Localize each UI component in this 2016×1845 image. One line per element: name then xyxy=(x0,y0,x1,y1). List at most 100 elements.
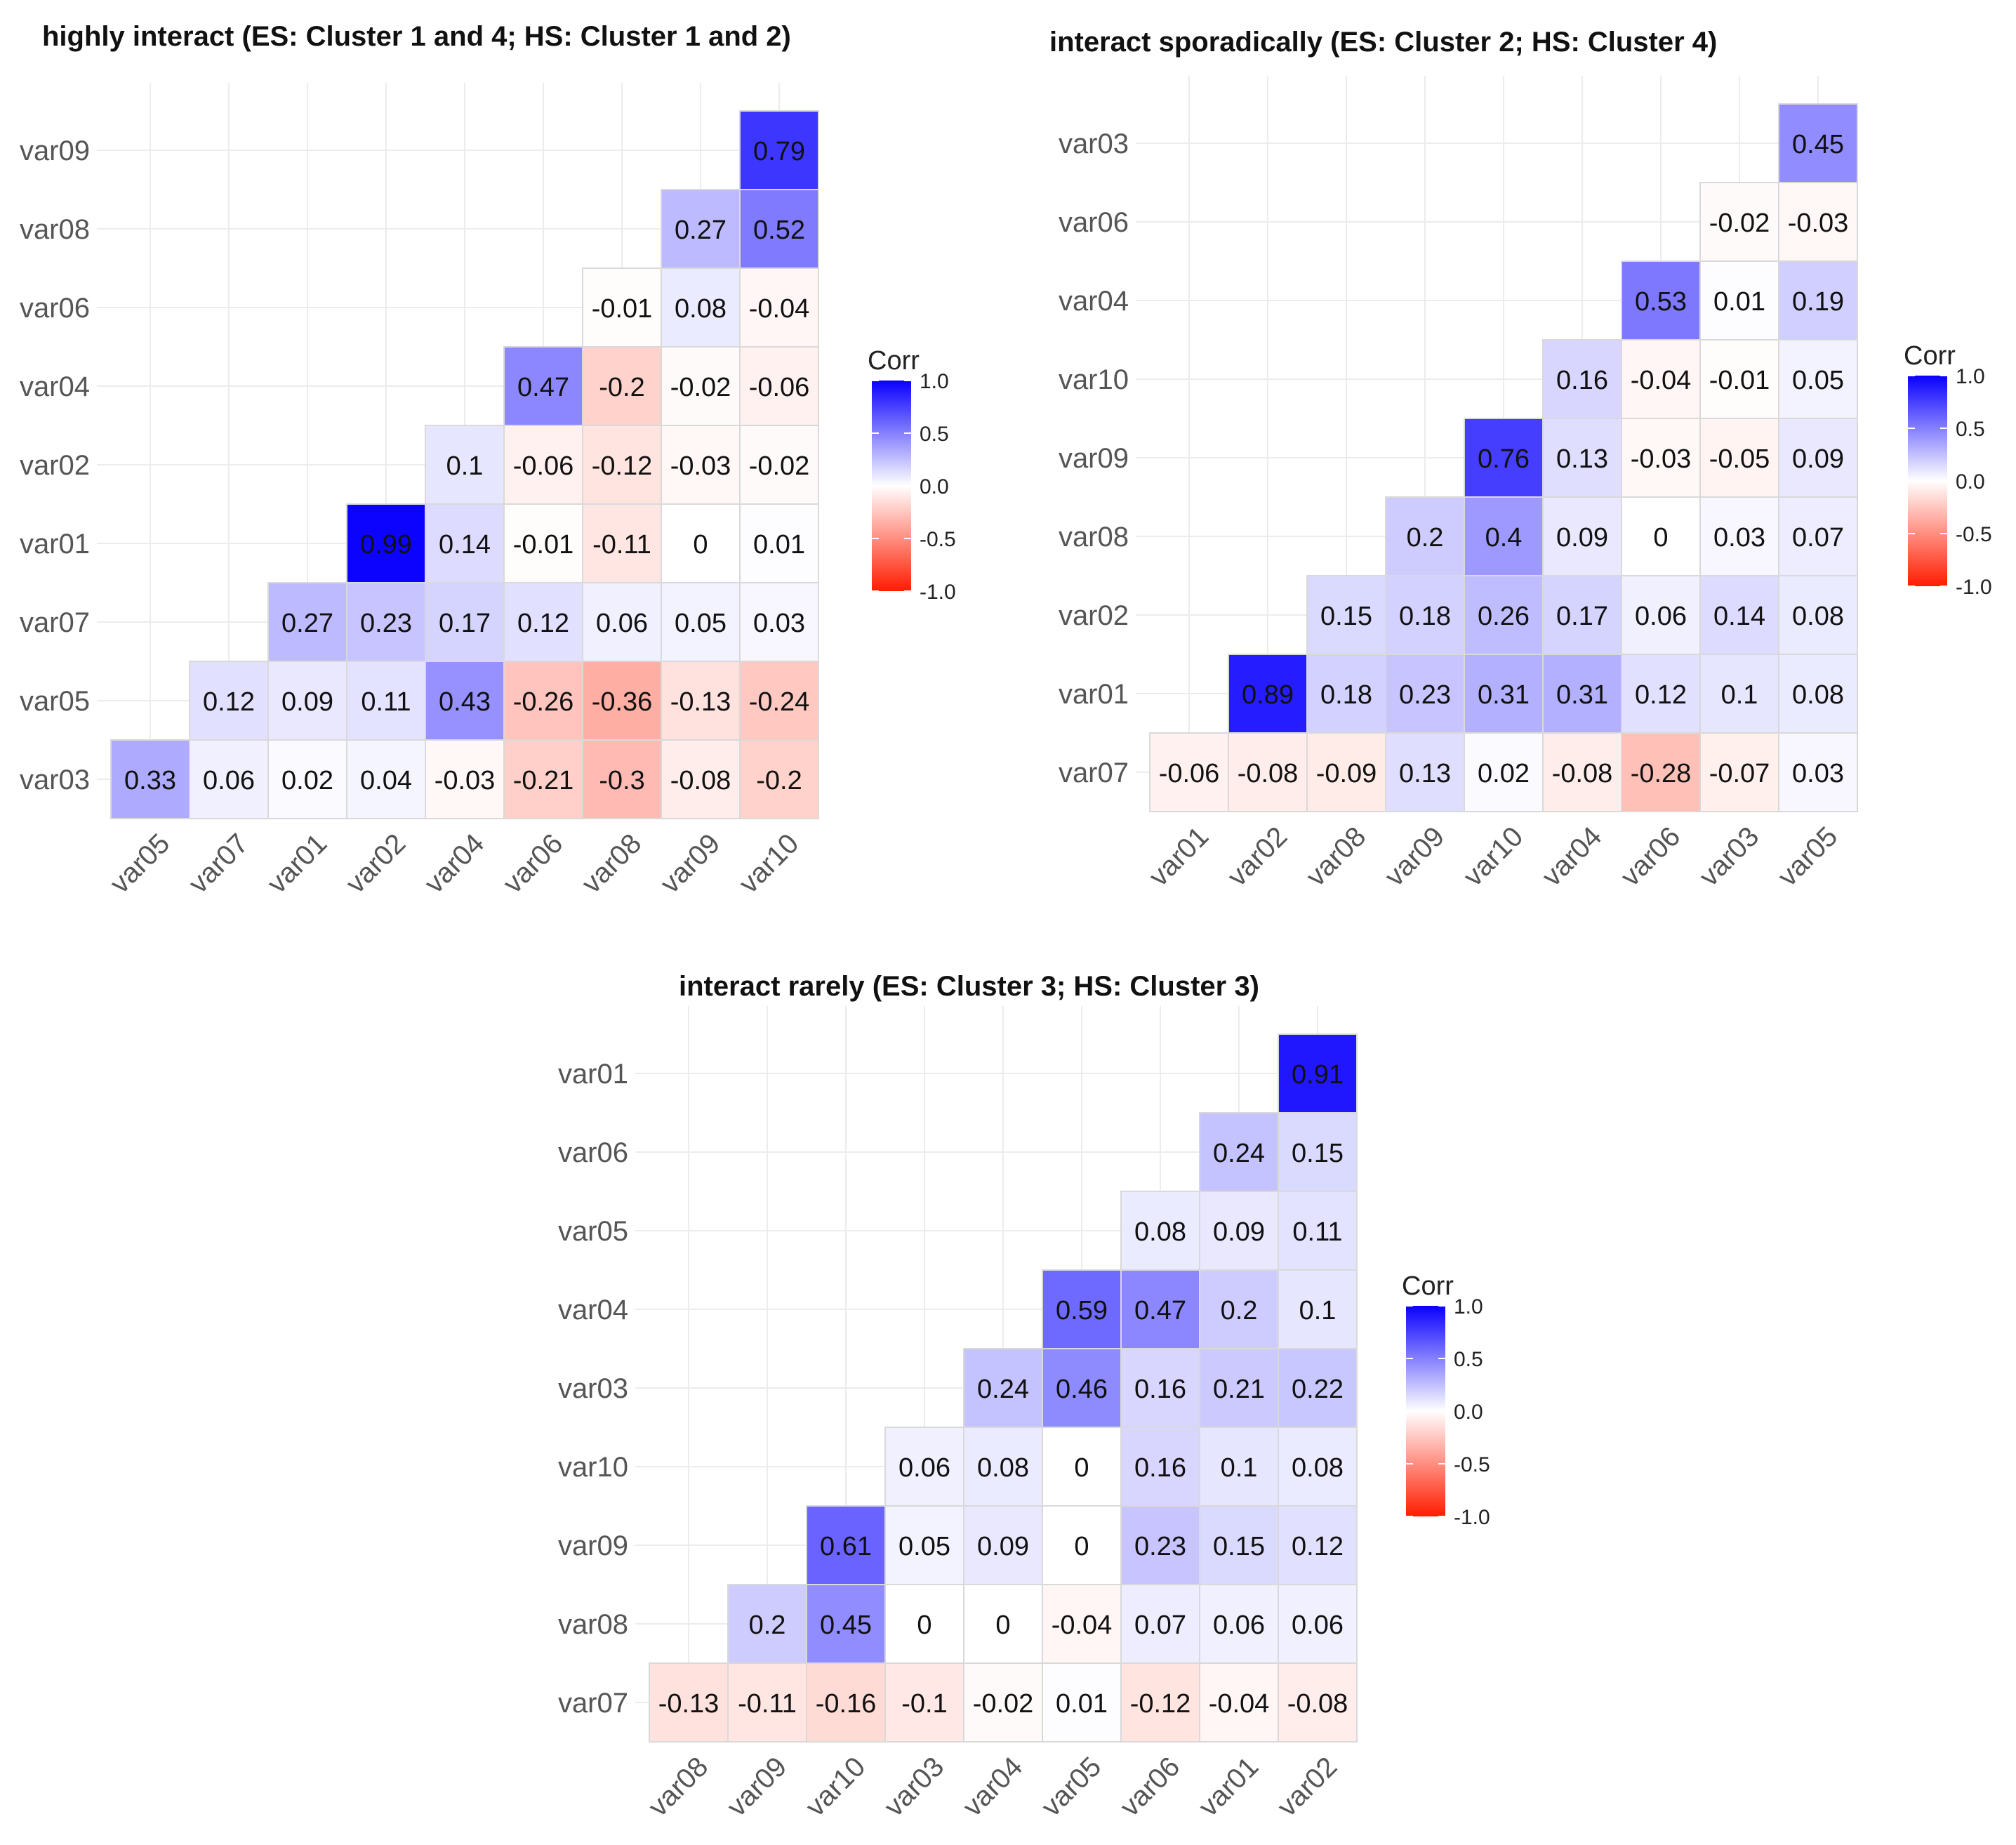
heatmap-cell-fill xyxy=(1778,418,1858,498)
heatmap-cell-label: 0.06 xyxy=(1292,1611,1344,1640)
heatmap-cell-label: -0.02 xyxy=(670,373,731,402)
heatmap-cell-fill xyxy=(1621,496,1701,576)
heatmap-cell: 0.04 xyxy=(346,739,426,819)
heatmap-cell-fill xyxy=(1778,732,1858,812)
panel-1-cells: 0.790.27 0.52-0.01 0.08 -0.040.47 -0.2 -0.02-… xyxy=(110,110,819,819)
heatmap-cell-fill xyxy=(1385,496,1465,576)
x-axis-tick-label: var02 xyxy=(340,828,411,899)
heatmap-cell-label: 0 xyxy=(917,1611,931,1640)
heatmap-cell-label: -0.12 xyxy=(1130,1689,1191,1719)
heatmap-cell: -0.08 xyxy=(1278,1662,1358,1742)
heatmap-cell-label: 0.08 xyxy=(977,1453,1029,1483)
x-axis-tick-label: var01 xyxy=(1193,1751,1264,1823)
heatmap-cell-fill xyxy=(739,189,819,269)
x-axis-tick-label: var09 xyxy=(1379,821,1450,892)
heatmap-cell: 0.08 xyxy=(1778,654,1858,734)
heatmap-cell-label: 0.08 xyxy=(675,294,727,324)
heatmap-cell-label: 0.16 xyxy=(1134,1453,1186,1483)
y-axis-tick-label: var10 xyxy=(1059,364,1129,395)
heatmap-cell-label: -0.08 xyxy=(1287,1689,1348,1719)
heatmap-cell-label: 0.23 xyxy=(1134,1532,1186,1561)
heatmap-cell: 0.18 xyxy=(1306,654,1386,734)
heatmap-cell-fill xyxy=(1778,260,1858,340)
heatmap-cell-fill xyxy=(1778,182,1858,262)
heatmap-cell-label: -0.04 xyxy=(1052,1611,1113,1640)
x-axis-tick-label: var06 xyxy=(497,828,569,899)
heatmap-cell: 0.09 xyxy=(1542,496,1622,576)
heatmap-cell-label: -0.03 xyxy=(670,451,731,481)
heatmap-cell-label: -0.06 xyxy=(513,451,574,481)
panel-1-title: highly interact (ES: Cluster 1 and 4; HS… xyxy=(42,21,791,52)
y-axis-tick-label: var03 xyxy=(558,1373,628,1404)
heatmap-cell: -0.11 xyxy=(727,1662,807,1742)
heatmap-cell: 0.06 xyxy=(1621,575,1701,655)
x-axis-tick-label: var10 xyxy=(800,1751,871,1823)
legend-tick-label: 0.5 xyxy=(920,423,949,446)
heatmap-cell-label: 0.03 xyxy=(1713,523,1765,553)
heatmap-cell-fill xyxy=(1306,732,1386,812)
heatmap-cell: 0.16 xyxy=(1542,339,1622,419)
heatmap-cell: 0.06 xyxy=(189,739,269,819)
heatmap-cell: 0.45 xyxy=(1778,103,1858,183)
legend-tick-label: -1.0 xyxy=(1454,1506,1490,1529)
heatmap-cell: 0.24 xyxy=(1199,1112,1279,1192)
heatmap-cell-fill xyxy=(346,661,426,741)
heatmap-cell: 0.17 xyxy=(1542,575,1622,655)
heatmap-cell: 0 xyxy=(1621,496,1701,576)
heatmap-cell-fill xyxy=(739,739,819,819)
heatmap-cell: 0.99 xyxy=(346,503,426,583)
heatmap-cell-label: 0.2 xyxy=(1221,1296,1258,1325)
heatmap-cell: -0.21 xyxy=(503,739,583,819)
heatmap-cell-label: 0.06 xyxy=(596,609,648,638)
x-axis-tick-label: var01 xyxy=(1143,821,1214,892)
heatmap-cell: 0.76 xyxy=(1464,418,1544,498)
heatmap-cell-label: 0.11 xyxy=(361,687,411,717)
heatmap-cell: -0.04 xyxy=(1199,1662,1279,1742)
heatmap-cell: 0.08 xyxy=(1778,575,1858,655)
heatmap-cell: 0.52 xyxy=(739,189,819,269)
heatmap-cell-fill xyxy=(1120,1505,1200,1585)
heatmap-cell-fill xyxy=(1385,732,1465,812)
heatmap-panel-2: interact sporadically (ES: Cluster 2; HS… xyxy=(1049,27,1992,892)
heatmap-cell: 0.06 xyxy=(884,1427,964,1507)
x-axis-tick-label: var05 xyxy=(1772,821,1843,892)
heatmap-cell-label: 0.24 xyxy=(1213,1139,1265,1168)
heatmap-cell-fill xyxy=(1199,1584,1279,1664)
heatmap-cell-label: 0.13 xyxy=(1399,759,1451,788)
heatmap-cell: 0 xyxy=(1042,1427,1122,1507)
heatmap-cell: 0.43 xyxy=(425,661,505,741)
heatmap-cell-label: 0.11 xyxy=(1292,1217,1342,1247)
heatmap-cell: 0.27 xyxy=(661,189,741,269)
heatmap-cell-label: 0.22 xyxy=(1292,1375,1344,1404)
legend-tick-label: -0.5 xyxy=(1454,1453,1490,1476)
heatmap-cell-fill xyxy=(582,267,662,348)
heatmap-cell-label: 0.06 xyxy=(203,766,255,795)
heatmap-cell: -0.36 xyxy=(582,661,662,741)
heatmap-cell: 0.16 xyxy=(1120,1427,1200,1507)
heatmap-cell-fill xyxy=(1199,1348,1279,1428)
heatmap-cell: 0.19 xyxy=(1778,260,1858,340)
heatmap-cell-fill xyxy=(1385,654,1465,734)
heatmap-cell-label: 0.47 xyxy=(517,373,569,402)
heatmap-cell-fill xyxy=(1042,1505,1122,1585)
y-axis-tick-label: var07 xyxy=(558,1688,628,1719)
heatmap-cell-label: 0.12 xyxy=(1635,680,1687,710)
heatmap-cell-label: 0.52 xyxy=(753,216,805,245)
y-axis-tick-label: var06 xyxy=(558,1137,628,1168)
heatmap-cell: 0.18 xyxy=(1385,575,1465,655)
y-axis-tick-label: var08 xyxy=(558,1609,628,1640)
x-axis-tick-label: var05 xyxy=(104,828,175,899)
legend-tick-label: -1.0 xyxy=(1956,576,1992,599)
heatmap-cell: -0.02 xyxy=(963,1662,1043,1742)
heatmap-cell: 0.1 xyxy=(1278,1269,1358,1349)
heatmap-cell-label: 0.17 xyxy=(1556,602,1608,631)
heatmap-cell-label: 0.23 xyxy=(1399,680,1451,710)
heatmap-cell: -0.06 xyxy=(503,425,583,505)
heatmap-cell: 0.06 xyxy=(1278,1584,1358,1664)
heatmap-cell: 0.12 xyxy=(503,582,583,662)
heatmap-cell-label: 0.99 xyxy=(360,530,412,560)
heatmap-cell-label: 0.1 xyxy=(1299,1296,1337,1325)
y-axis-tick-label: var05 xyxy=(20,686,90,717)
heatmap-cell-label: -0.16 xyxy=(816,1689,877,1719)
